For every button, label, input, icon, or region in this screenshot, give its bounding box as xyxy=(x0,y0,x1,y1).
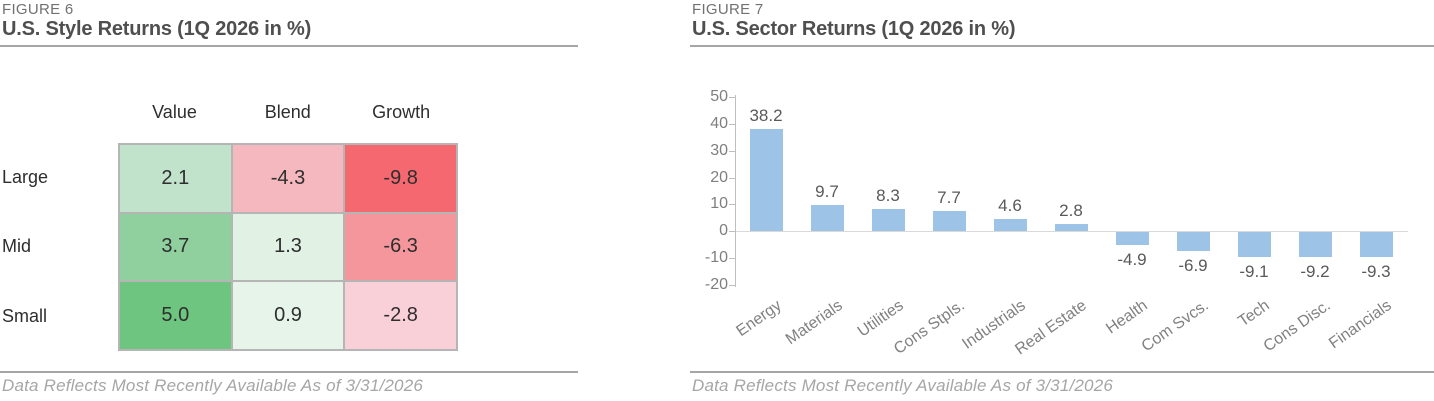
figure6-panel: FIGURE 6 U.S. Style Returns (1Q 2026 in … xyxy=(0,0,578,401)
y-axis-tick-label: 30 xyxy=(710,141,728,159)
bar-real-estate xyxy=(1054,223,1088,232)
matrix-cell-small-value: 5.0 xyxy=(120,282,231,349)
y-axis-tick-label: 10 xyxy=(710,195,728,213)
y-axis-tick xyxy=(729,204,735,206)
bar-utilities xyxy=(871,208,905,232)
figure6-footnote: Data Reflects Most Recently Available As… xyxy=(2,376,424,395)
bar-value-label: 2.8 xyxy=(1059,200,1083,220)
bar-value-label: 38.2 xyxy=(749,105,783,125)
matrix-cell-mid-growth: -6.3 xyxy=(345,213,456,281)
figure6-footer-rule xyxy=(0,371,578,373)
figure7-title: U.S. Sector Returns (1Q 2026 in %) xyxy=(692,18,1016,40)
matrix-column-header: Value xyxy=(152,102,197,122)
bar-health xyxy=(1115,232,1149,246)
figure7-panel: FIGURE 7 U.S. Sector Returns (1Q 2026 in… xyxy=(690,0,1434,401)
bar-materials xyxy=(810,205,844,232)
matrix-cell-mid-value: 3.7 xyxy=(120,213,231,281)
bar-value-label: 4.6 xyxy=(998,195,1022,215)
figure7-footnote: Data Reflects Most Recently Available As… xyxy=(692,376,1114,395)
bar-industrials xyxy=(993,218,1027,232)
bar-value-label: 9.7 xyxy=(815,182,839,202)
bar-value-label: -6.9 xyxy=(1178,255,1208,275)
sector-returns-bar-chart: 50 40 30 20 10 0 -10 -20 38.2 Energy 9.7 Materials 8… xyxy=(690,0,1434,401)
matrix-column-header: Growth xyxy=(372,102,431,122)
matrix-grid: 2.1 -4.3 -9.8 3.7 1.3 -6.3 5.0 0.9 -2.8 xyxy=(118,143,458,351)
y-axis-tick-label: -20 xyxy=(704,276,728,293)
y-axis-tick xyxy=(729,231,735,233)
figure6-eyebrow: FIGURE 6 xyxy=(2,1,74,18)
y-axis-tick xyxy=(729,97,735,98)
matrix-cell-large-growth: -9.8 xyxy=(345,145,456,212)
y-axis-tick xyxy=(729,285,735,286)
y-axis-tick-label: 40 xyxy=(710,114,728,132)
bar-value-label: -9.2 xyxy=(1300,261,1330,281)
bar-value-label: -4.9 xyxy=(1117,250,1147,270)
matrix-cell-small-blend: 0.9 xyxy=(232,282,344,349)
matrix-cell-large-value: 2.1 xyxy=(120,145,231,212)
bar-tech xyxy=(1237,232,1271,257)
matrix-cell-mid-blend: 1.3 xyxy=(232,213,344,281)
y-axis-tick-label: 0 xyxy=(719,222,728,240)
figure6-title: U.S. Style Returns (1Q 2026 in %) xyxy=(2,18,312,40)
y-axis-tick xyxy=(729,123,735,125)
figure7-footer-rule xyxy=(690,371,1434,373)
y-axis-tick-label: 20 xyxy=(710,168,728,186)
bar-financials xyxy=(1359,232,1393,258)
bar-value-label: 8.3 xyxy=(876,185,900,205)
figure7-eyebrow: FIGURE 7 xyxy=(692,1,764,18)
matrix-cell-small-growth: -2.8 xyxy=(345,282,456,349)
matrix-column-header: Blend xyxy=(264,102,311,122)
y-axis-tick-label: -10 xyxy=(704,249,728,267)
matrix-row-label: Mid xyxy=(2,236,32,257)
bar-value-label: -9.1 xyxy=(1239,261,1269,281)
y-axis-tick xyxy=(729,177,735,179)
bar-cons-disc- xyxy=(1298,232,1332,257)
y-axis-line xyxy=(735,95,736,287)
y-axis-tick-label: 50 xyxy=(710,88,728,105)
bar-com-svcs- xyxy=(1176,232,1210,251)
matrix-cell-large-blend: -4.3 xyxy=(232,145,344,212)
figure6-header-rule xyxy=(0,45,578,47)
bar-value-label: -9.3 xyxy=(1361,262,1391,282)
matrix-row-label: Small xyxy=(2,305,48,326)
matrix-row-label: Large xyxy=(2,167,49,188)
zero-gridline xyxy=(736,231,1408,233)
bar-energy xyxy=(749,128,783,232)
y-axis-tick xyxy=(729,258,735,260)
bar-cons-stpls- xyxy=(932,210,966,232)
y-axis-tick xyxy=(729,150,735,152)
figure7-header-rule xyxy=(690,45,1434,47)
bar-value-label: 7.7 xyxy=(937,187,961,207)
